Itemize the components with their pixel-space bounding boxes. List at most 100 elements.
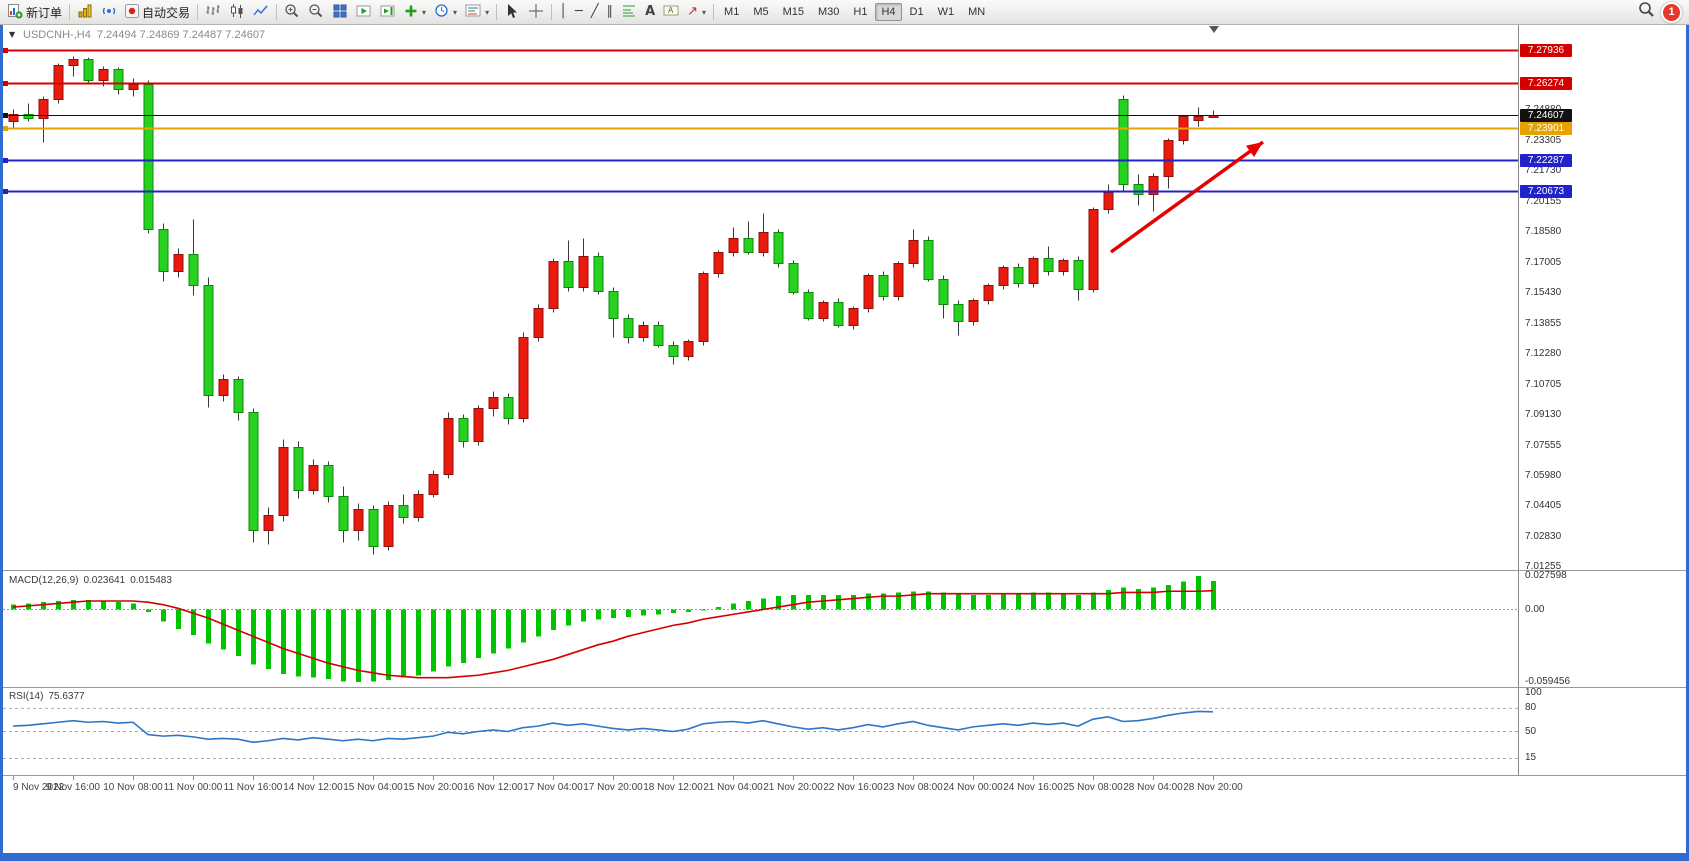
autotrading-button[interactable]: 自动交易 (121, 1, 194, 23)
candle-up (278, 447, 289, 516)
candle-down (953, 304, 964, 322)
price-badge[interactable]: 7.20673 (1520, 184, 1572, 198)
price-badge[interactable]: 7.26274 (1520, 76, 1572, 90)
timeframe-button-d1[interactable]: D1 (909, 6, 924, 18)
macd-histogram-bar (356, 609, 361, 682)
timeframe-button-m1[interactable]: M1 (724, 6, 740, 18)
channel-button[interactable]: ∥ (603, 1, 618, 23)
price-tick-label: 7.17005 (1525, 256, 1562, 268)
periods-button[interactable]: ▾ (430, 1, 461, 23)
candle-down (653, 325, 664, 346)
macd-histogram-bar (1061, 593, 1066, 610)
chart-shift-button[interactable] (376, 1, 400, 23)
price-axis[interactable]: 7.248807.233057.217307.201557.185807.170… (1518, 24, 1686, 775)
indicators-button[interactable]: ▾ (400, 1, 430, 23)
zoom-in-button[interactable] (280, 1, 304, 23)
price-badge[interactable]: 7.24607 (1520, 108, 1572, 122)
text-button[interactable]: A (641, 1, 659, 23)
price-badge[interactable]: 7.22287 (1520, 153, 1572, 167)
time-tick (253, 776, 254, 780)
toolbar-separator (276, 4, 278, 20)
time-tick (1033, 776, 1034, 780)
rsi-panel-divider[interactable] (3, 687, 1686, 688)
macd-histogram-bar (761, 598, 766, 610)
time-label: 23 Nov 08:00 (883, 782, 943, 793)
macd-histogram-bar (1211, 580, 1216, 610)
rsi-tick-label: 80 (1525, 702, 1537, 714)
chart-wizard-button[interactable] (73, 1, 97, 23)
price-badge[interactable]: 7.27936 (1520, 43, 1572, 57)
macd-histogram-bar (851, 594, 856, 610)
macd-histogram-bar (971, 594, 976, 610)
line-chart-button[interactable] (249, 1, 273, 23)
vertical-line-button[interactable]: │ (555, 1, 571, 23)
macd-histogram-bar (611, 609, 616, 619)
macd-histogram-bar (281, 609, 286, 675)
timeframe-button-h1[interactable]: H1 (853, 6, 868, 18)
auto-scroll-icon (356, 3, 372, 22)
macd-histogram-bar (206, 609, 211, 644)
macd-histogram-bar (1091, 592, 1096, 610)
timeframe-button-w1[interactable]: W1 (937, 6, 955, 18)
timeframe-button-m30[interactable]: M30 (818, 6, 840, 18)
candle-down (323, 465, 334, 497)
timeframe-button-m15[interactable]: M15 (782, 6, 805, 18)
signals-button[interactable] (97, 1, 121, 23)
one-click-trading-toggle[interactable]: ▼ (9, 30, 16, 39)
macd-histogram-bar (161, 609, 166, 622)
text-label-button[interactable]: A (659, 1, 683, 23)
candle-up (863, 275, 874, 309)
trendline-button[interactable]: ╱ (587, 1, 603, 23)
macd-histogram-bar (131, 603, 136, 610)
new-order-icon (7, 3, 23, 22)
tile-windows-button[interactable] (328, 1, 352, 23)
arrow-head (1245, 142, 1263, 158)
cursor-button[interactable] (500, 1, 524, 23)
candle-up (848, 308, 859, 326)
macd-histogram-bar (701, 609, 706, 611)
chart-canvas[interactable] (3, 24, 1518, 775)
time-tick (673, 776, 674, 780)
candle-up (893, 263, 904, 297)
zoom-out-button[interactable] (304, 1, 328, 23)
timeframe-button-mn[interactable]: MN (968, 6, 986, 18)
search-button[interactable] (1638, 1, 1655, 23)
new-order-label: 新订单 (26, 5, 63, 20)
fibonacci-button[interactable] (617, 1, 641, 23)
price-tick-label: 7.10705 (1525, 378, 1562, 390)
candle-down (833, 302, 844, 326)
trend-arrow-annotation[interactable] (1109, 140, 1265, 254)
candle-down (158, 229, 169, 272)
price-badge[interactable]: 7.23901 (1520, 121, 1572, 135)
time-label: 15 Nov 04:00 (343, 782, 403, 793)
candle-up (383, 505, 394, 547)
crosshair-button[interactable] (524, 1, 548, 23)
auto-scroll-button[interactable] (352, 1, 376, 23)
timeframe-button-m5[interactable]: M5 (753, 6, 769, 18)
timeframe-button-h4[interactable]: H4 (875, 3, 902, 21)
line-chart-icon (253, 3, 269, 22)
arrow-tool-button[interactable]: ↗ ▾ (683, 1, 710, 23)
candle-down (83, 59, 94, 81)
new-order-button[interactable]: 新订单 (3, 1, 66, 23)
candle-up (8, 114, 19, 122)
macd-panel-divider[interactable] (3, 570, 1686, 571)
templates-button[interactable]: ▾ (461, 1, 493, 23)
price-tick-label: 7.01255 (1525, 560, 1562, 572)
candle-up (1088, 209, 1099, 290)
candle-down (188, 254, 199, 286)
bar-chart-button[interactable] (201, 1, 225, 23)
time-axis[interactable]: 9 Nov 2022 9 Nov 16:00 10 Nov 08:00 11 Nov … (3, 776, 1686, 853)
macd-histogram-bar (896, 592, 901, 610)
candle-up (998, 267, 1009, 286)
time-label: 17 Nov 20:00 (583, 782, 643, 793)
candle-up (638, 325, 649, 338)
level-anchor (3, 158, 8, 163)
notification-badge[interactable]: 1 (1661, 1, 1682, 23)
horizontal-line-button[interactable]: ─ (571, 1, 587, 23)
chart-shift-marker[interactable] (1209, 26, 1219, 33)
candle-down (923, 240, 934, 280)
candle-up (728, 238, 739, 253)
candlestick-chart-button[interactable] (225, 1, 249, 23)
time-label: 11 Nov 16:00 (223, 782, 283, 793)
